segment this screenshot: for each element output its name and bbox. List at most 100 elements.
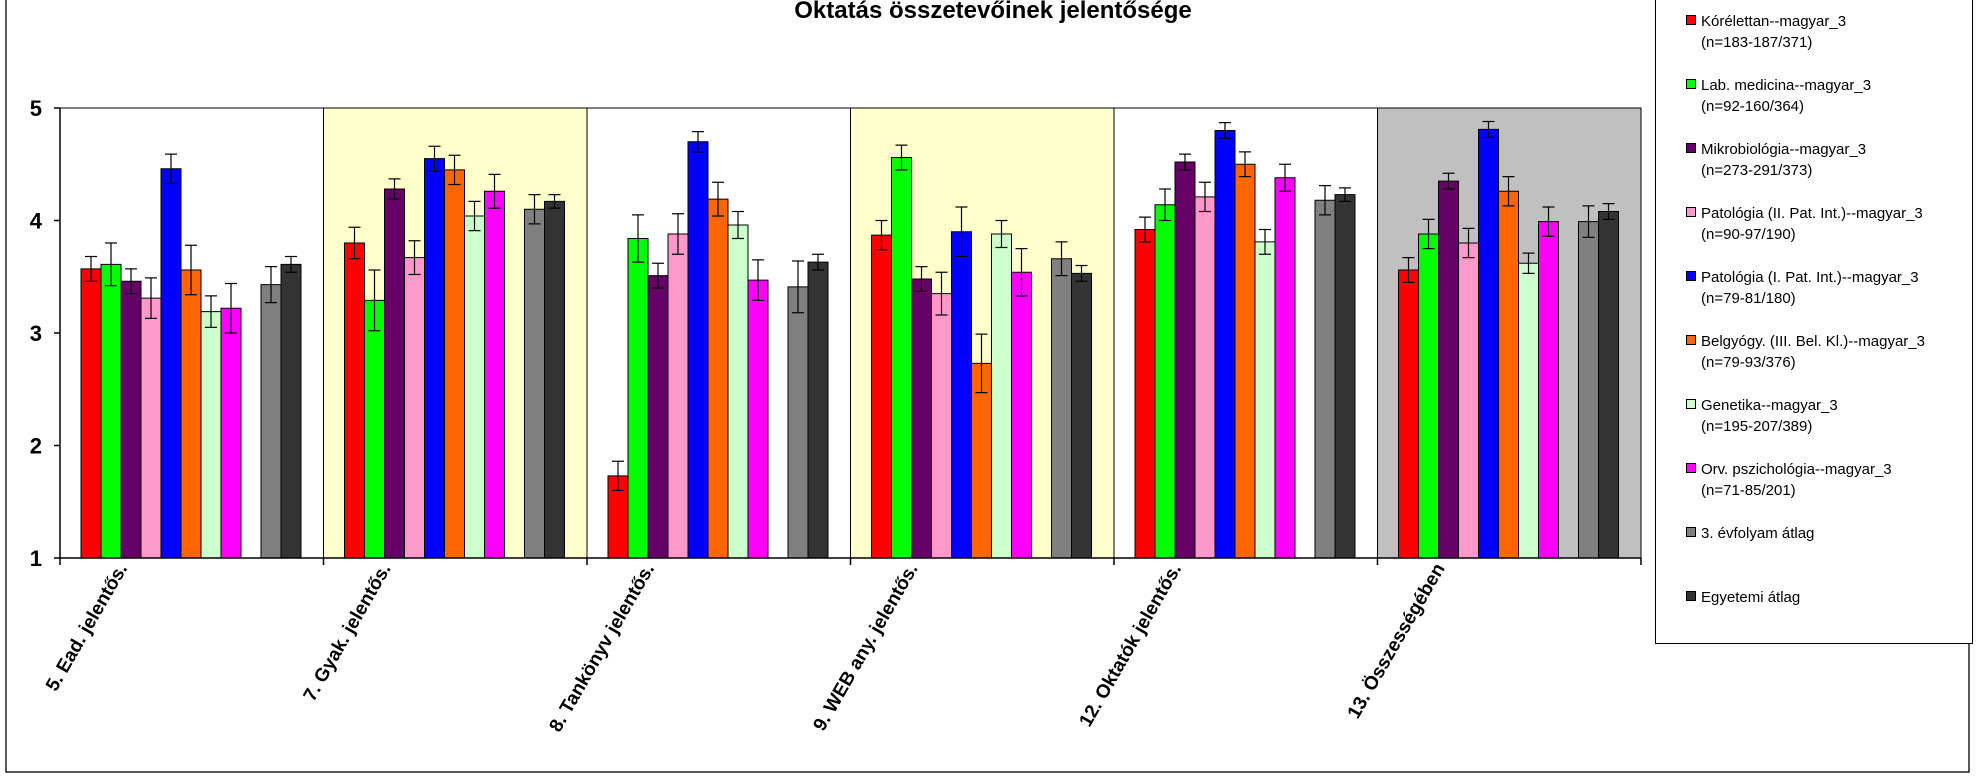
bar xyxy=(727,224,749,559)
bar xyxy=(140,297,162,559)
legend-swatch xyxy=(1686,463,1696,473)
bar xyxy=(627,238,649,559)
legend-series-name: Patológia (I. Pat. Int.)--magyar_3 xyxy=(1701,269,1919,286)
x-tick-label: 12. Oktatók jelentős. xyxy=(1075,560,1186,731)
legend-label: Patológia (II. Pat. Int.)--magyar_3 (n=90… xyxy=(1701,203,1923,245)
bar xyxy=(991,233,1012,559)
legend-label: Belgyógy. (III. Bel. Kl.)--magyar_3 (n=79… xyxy=(1701,331,1925,373)
bar xyxy=(364,299,385,559)
bar xyxy=(1578,221,1599,559)
y-tick-label: 1 xyxy=(30,546,42,571)
bar xyxy=(931,293,952,559)
legend-series-name: Lab. medicina--magyar_3 xyxy=(1701,77,1872,94)
legend-label: Patológia (I. Pat. Int.)--magyar_3 (n=79-… xyxy=(1701,267,1919,309)
bar xyxy=(424,158,445,559)
legend-series-n: (n=90-97/190) xyxy=(1701,226,1796,243)
bar xyxy=(1011,271,1032,559)
bar xyxy=(1274,177,1296,559)
legend-series-n: (n=273-291/373) xyxy=(1701,162,1813,179)
bar xyxy=(220,307,242,559)
bar xyxy=(1314,199,1336,559)
legend-series-name: Egyetemi átlag xyxy=(1701,589,1801,606)
chart-title: Oktatás összetevőinek jelentősége xyxy=(794,0,1192,24)
bar xyxy=(1538,221,1559,559)
bar xyxy=(120,280,142,559)
x-tick-label: 13. Összességében xyxy=(1344,560,1450,722)
bar xyxy=(1498,190,1519,559)
bar xyxy=(807,261,829,559)
y-tick-label: 2 xyxy=(30,434,42,459)
bar xyxy=(667,233,689,559)
x-tick-label: 8. Tankönyv jelentős. xyxy=(546,560,660,736)
bar xyxy=(1194,196,1216,559)
legend-swatch xyxy=(1686,591,1696,601)
x-tick-label: 7. Gyak. jelentős. xyxy=(300,560,396,705)
legend-series-name: Belgyógy. (III. Bel. Kl.)--magyar_3 xyxy=(1701,333,1925,350)
legend-label: Egyetemi átlag xyxy=(1701,587,1800,608)
legend-label: Kórélettan--magyar_3 (n=183-187/371) xyxy=(1701,11,1846,53)
bar xyxy=(951,231,972,559)
legend-label: Mikrobiológia--magyar_3 (n=273-291/373) xyxy=(1701,139,1866,181)
y-tick-label: 3 xyxy=(30,321,42,346)
legend-series-n: (n=79-93/376) xyxy=(1701,354,1796,371)
bar xyxy=(787,286,809,559)
legend-series-name: Patológia (II. Pat. Int.)--magyar_3 xyxy=(1701,205,1923,222)
legend-series-name: 3. évfolyam átlag xyxy=(1701,525,1815,542)
legend-series-name: Mikrobiológia--magyar_3 xyxy=(1701,141,1867,158)
bar xyxy=(707,198,729,559)
bar xyxy=(1051,258,1072,559)
bar xyxy=(1418,233,1439,559)
legend-swatch xyxy=(1686,527,1696,537)
bar xyxy=(1334,194,1356,559)
legend-series-n: (n=92-160/364) xyxy=(1701,98,1804,115)
bar xyxy=(444,169,465,559)
bar xyxy=(384,188,405,559)
bar xyxy=(1214,130,1236,559)
bar xyxy=(1154,204,1176,559)
bar xyxy=(871,234,892,559)
x-tick-label: 9. WEB any. jelentős. xyxy=(810,560,923,735)
legend-swatch xyxy=(1686,15,1696,25)
legend-swatch xyxy=(1686,335,1696,345)
legend-label: Genetika--magyar_3 (n=195-207/389) xyxy=(1701,395,1838,437)
legend-swatch xyxy=(1686,207,1696,217)
bar xyxy=(180,269,202,559)
y-tick-label: 5 xyxy=(30,96,42,121)
legend: Kórélettan--magyar_3 (n=183-187/371) Lab. … xyxy=(1655,0,1973,644)
bar xyxy=(260,284,282,559)
bar xyxy=(1598,211,1619,559)
x-tick-label: 5. Ead. jelentős. xyxy=(42,560,132,695)
bar xyxy=(1234,163,1256,559)
bars xyxy=(80,120,1619,559)
bar xyxy=(544,200,565,559)
y-tick-label: 4 xyxy=(30,209,43,234)
legend-series-n: (n=195-207/389) xyxy=(1701,418,1813,435)
bar xyxy=(160,168,182,559)
legend-swatch xyxy=(1686,143,1696,153)
bar xyxy=(1174,161,1196,559)
legend-label: Orv. pszichológia--magyar_3 (n=71-85/201) xyxy=(1701,459,1892,501)
bar xyxy=(344,242,365,559)
bar xyxy=(1134,229,1156,559)
legend-swatch xyxy=(1686,399,1696,409)
legend-swatch xyxy=(1686,271,1696,281)
bar xyxy=(404,257,425,559)
legend-series-name: Orv. pszichológia--magyar_3 xyxy=(1701,461,1892,478)
bar xyxy=(911,278,932,559)
bar xyxy=(464,215,485,559)
bar xyxy=(687,141,709,559)
bar xyxy=(1518,262,1539,559)
legend-series-n: (n=79-81/180) xyxy=(1701,290,1796,307)
bar xyxy=(1478,128,1499,559)
legend-series-name: Kórélettan--magyar_3 xyxy=(1701,13,1847,30)
bar xyxy=(1254,241,1276,559)
bar xyxy=(891,157,912,559)
bar xyxy=(747,279,769,559)
bar xyxy=(80,268,102,559)
bar xyxy=(100,263,122,559)
bar xyxy=(647,275,669,559)
legend-swatch xyxy=(1686,79,1696,89)
legend-label: Lab. medicina--magyar_3 (n=92-160/364) xyxy=(1701,75,1871,117)
bar xyxy=(1071,272,1092,559)
